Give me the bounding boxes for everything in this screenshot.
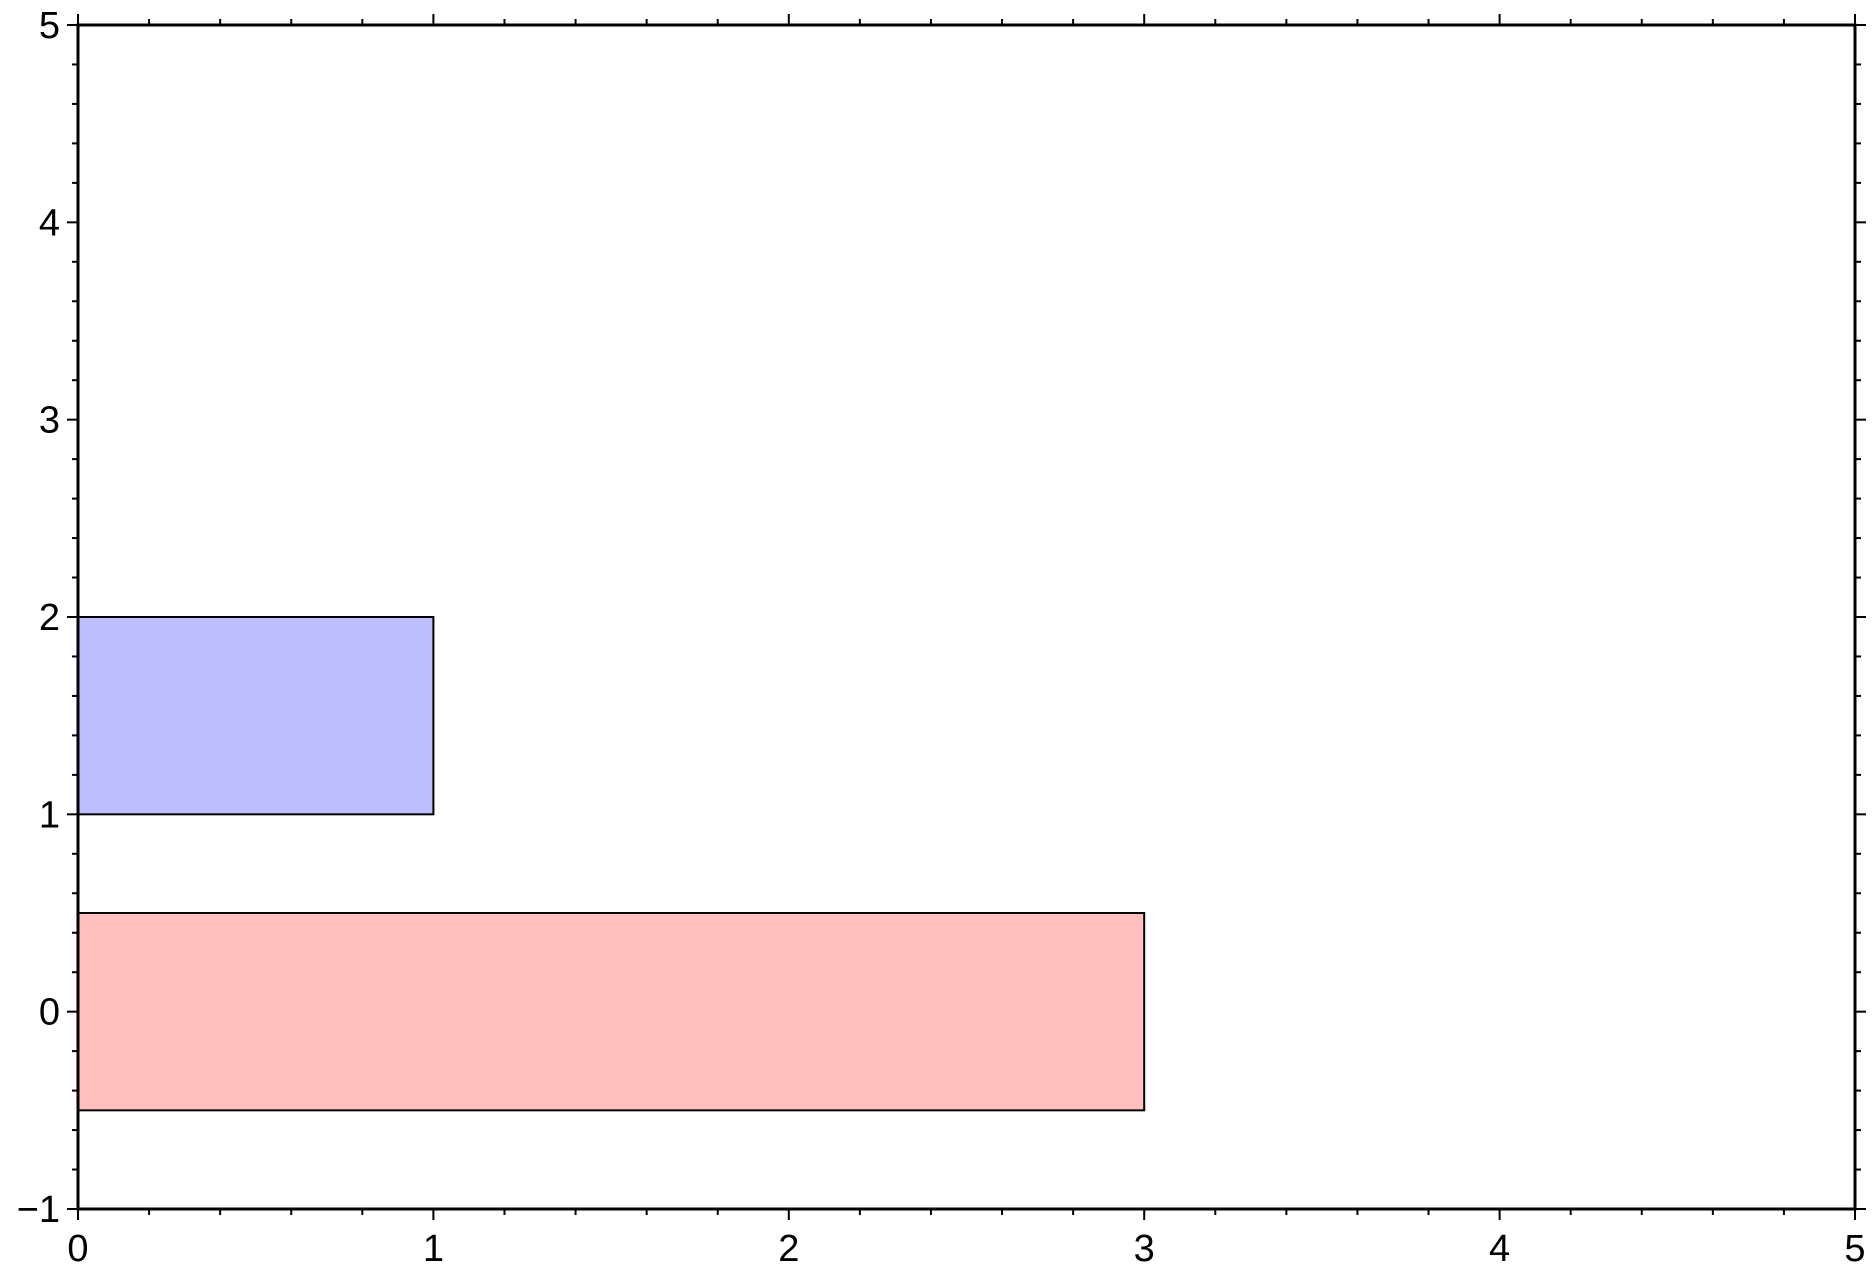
x-tick-label: 3 — [1134, 1228, 1155, 1270]
bar-0 — [77, 912, 1146, 1112]
y-tick-label: −1 — [17, 1189, 60, 1231]
y-tick-label: 2 — [39, 597, 60, 639]
bar-1 — [77, 616, 435, 816]
x-tick-label: 1 — [423, 1228, 444, 1270]
y-tick-label: 5 — [39, 5, 60, 47]
y-tick-label: 3 — [39, 400, 60, 442]
x-tick-label: 4 — [1489, 1228, 1510, 1270]
x-tick-label: 2 — [778, 1228, 799, 1270]
y-tick-label: 4 — [39, 202, 60, 244]
x-tick-label: 5 — [1844, 1228, 1865, 1270]
y-tick-label: 0 — [39, 992, 60, 1034]
y-tick-label: 1 — [39, 794, 60, 836]
plot-frame — [76, 23, 1857, 1211]
bars-layer — [77, 616, 1146, 1112]
x-tick-label: 0 — [67, 1228, 88, 1270]
